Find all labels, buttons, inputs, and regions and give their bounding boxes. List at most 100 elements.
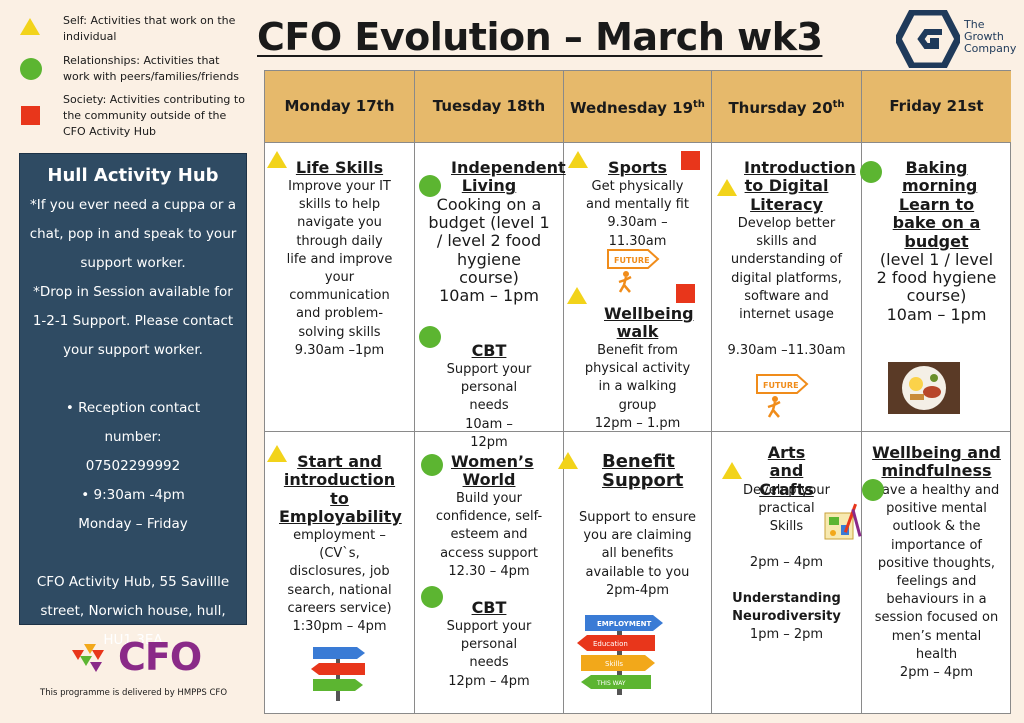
activity-desc: Cooking on a budget (level 1 / level 2 f… [428, 195, 550, 287]
activity-desc: employment – (CV`s, disclosures, job sea… [287, 528, 392, 616]
activity-time: 10am – 12pm [465, 416, 513, 450]
growth-company-logo-icon [896, 10, 960, 68]
self-triangle-icon [267, 151, 287, 168]
food-plate-icon [888, 362, 960, 414]
cell-wednesday-am: Sports Get physically and mentally fit 9.… [564, 142, 712, 431]
square-icon [21, 106, 40, 125]
self-triangle-icon [567, 287, 587, 304]
activity-subtitle: Learn to bake on a budget [892, 195, 981, 251]
signpost-icon [311, 647, 365, 701]
svg-text:Education: Education [593, 640, 628, 648]
hub-days-text: Monday – Friday [78, 516, 188, 532]
activity-title: CBT [471, 598, 507, 617]
activity-time: 2pm – 4pm [749, 555, 824, 570]
activity-title: Women’s World [451, 452, 534, 490]
activity-time: 10am – 1pm [439, 286, 539, 306]
day-header-wednesday: Wednesday 19th [564, 71, 712, 142]
page-title: CFO Evolution – March wk3 [257, 15, 823, 59]
day-header-friday: Friday 21st [862, 71, 1011, 142]
self-triangle-icon [267, 445, 287, 462]
activity-time: 9.30am – 11.30am [607, 215, 668, 249]
activity-title: Arts and Crafts [759, 443, 814, 499]
activity-desc: (level 1 / level 2 food hygiene course) [876, 250, 997, 306]
activity-title: Benefit Support [602, 451, 684, 491]
day-header-monday: Monday 17th [265, 71, 415, 142]
activity-desc: Get physically and mentally fit [586, 179, 689, 213]
activity-title: Introduction to Digital Literacy [744, 158, 856, 214]
growth-company-wordmark: The Growth Company [964, 18, 1017, 55]
cfo-logo: CFO [72, 635, 202, 679]
hub-hours-text: • 9:30am -4pm [81, 487, 185, 503]
arts-crafts-icon [824, 503, 862, 540]
svg-text:Skills: Skills [605, 660, 623, 668]
relationships-circle-icon [421, 586, 443, 608]
day-header-tuesday: Tuesday 18th [415, 71, 564, 142]
activity-desc: Improve your IT skills to help navigate … [286, 179, 393, 340]
cell-wednesday-pm: Benefit Support Support to ensure you ar… [564, 431, 712, 714]
cell-friday-pm: Wellbeing and mindfulness have a healthy… [862, 431, 1011, 714]
triangle-icon [20, 18, 40, 35]
svg-text:FUTURE: FUTURE [614, 256, 650, 265]
cell-thursday-pm: Arts and Crafts Develop your practical S… [712, 431, 862, 714]
hub-title: Hull Activity Hub [47, 165, 219, 186]
activity-time: 12pm – 4pm [448, 673, 530, 689]
activity-desc: Benefit from physical activity in a walk… [584, 343, 691, 413]
footer-text: This programme is delivered by HMPPS CFO [40, 688, 228, 698]
cell-tuesday-pm: Women’s World Build your confidence, sel… [415, 431, 564, 714]
activity-time: 1:30pm – 4pm [292, 619, 387, 635]
legend-self-text: Self: Activities that work on the indivi… [63, 14, 236, 43]
relationships-circle-icon [421, 454, 443, 476]
timetable-grid: Monday 17th Tuesday 18th Wednesday 19th … [264, 70, 1011, 714]
activity-desc: Develop your practical Skills [743, 483, 830, 535]
activity-title: Baking morning [902, 158, 978, 196]
self-triangle-icon [717, 179, 737, 196]
cell-monday-pm: Start and introduction to Employability … [265, 431, 415, 714]
cfo-triangles-icon [72, 644, 104, 672]
self-triangle-icon [722, 462, 742, 479]
legend-society [21, 106, 40, 125]
legend-self [20, 18, 40, 35]
activity-time: 1pm – 2pm [749, 627, 824, 642]
activity-desc: Support your personal needs [446, 619, 532, 671]
svg-text:FUTURE: FUTURE [763, 381, 799, 390]
hub-address-text: CFO Activity Hub, 55 Savillle street, No… [36, 574, 230, 648]
hub-info-panel: Hull Activity Hub *If you ever need a cu… [19, 153, 247, 648]
svg-text:EMPLOYMENT: EMPLOYMENT [597, 620, 651, 628]
activity-time: 2pm-4pm [605, 582, 670, 598]
society-square-icon [681, 151, 700, 170]
legend-relationships-text: Relationships: Activities that work with… [63, 54, 240, 83]
relationships-circle-icon [419, 175, 441, 197]
activity-title: Life Skills [295, 158, 384, 177]
activity-title: CBT [471, 341, 507, 360]
activity-title: Start and introduction to Employability [279, 452, 402, 527]
cfo-wordmark: CFO [118, 635, 202, 679]
cell-tuesday-am: Independent Living Cooking on a budget (… [415, 142, 566, 450]
activity-title: Wellbeing and mindfulness [872, 443, 1001, 481]
self-triangle-icon [558, 452, 578, 469]
future-sign-icon: FUTURE [756, 374, 809, 418]
hub-cuppa-text: *If you ever need a cuppa or a chat, pop… [29, 197, 237, 271]
activity-desc: Develop better skills and understanding … [730, 216, 843, 323]
cell-thursday-am: Introduction to Digital Literacy Develop… [712, 142, 862, 431]
relationships-circle-icon [419, 326, 441, 348]
activity-title: Understanding Neurodiversity [732, 591, 841, 625]
activity-title: Independent Living [451, 158, 566, 196]
activity-title: Wellbeing walk [604, 304, 694, 342]
hub-dropin-text: *Drop in Session available for 1-2-1 Sup… [32, 284, 234, 358]
legend-society-text: Society: Activities contributing to the … [63, 93, 245, 138]
cell-monday-am: Life Skills Improve your IT skills to he… [265, 142, 415, 431]
activity-time: 12.30 – 4pm [448, 563, 530, 579]
relationships-circle-icon [862, 479, 884, 501]
day-header-thursday: Thursday 20th [712, 71, 862, 142]
hub-reception-text: • Reception contact number: 07502299992 [65, 400, 201, 474]
activity-desc: Support to ensure you are claiming all b… [578, 510, 696, 580]
activity-time: 9.30am –11.30am [727, 343, 846, 358]
activity-title: Sports [607, 158, 668, 177]
future-sign-icon: FUTURE [607, 249, 660, 293]
cell-friday-am: Baking morning Learn to bake on a budget… [862, 142, 1011, 431]
activity-time: 10am – 1pm [886, 304, 987, 324]
activity-time: 12pm – 1.pm [594, 415, 681, 431]
activity-desc: have a healthy and positive mental outlo… [873, 483, 1000, 662]
activity-desc: Build your confidence, self-esteem and a… [435, 491, 543, 561]
signpost-icon: EMPLOYMENT Education Skills THIS WAY [577, 615, 663, 695]
